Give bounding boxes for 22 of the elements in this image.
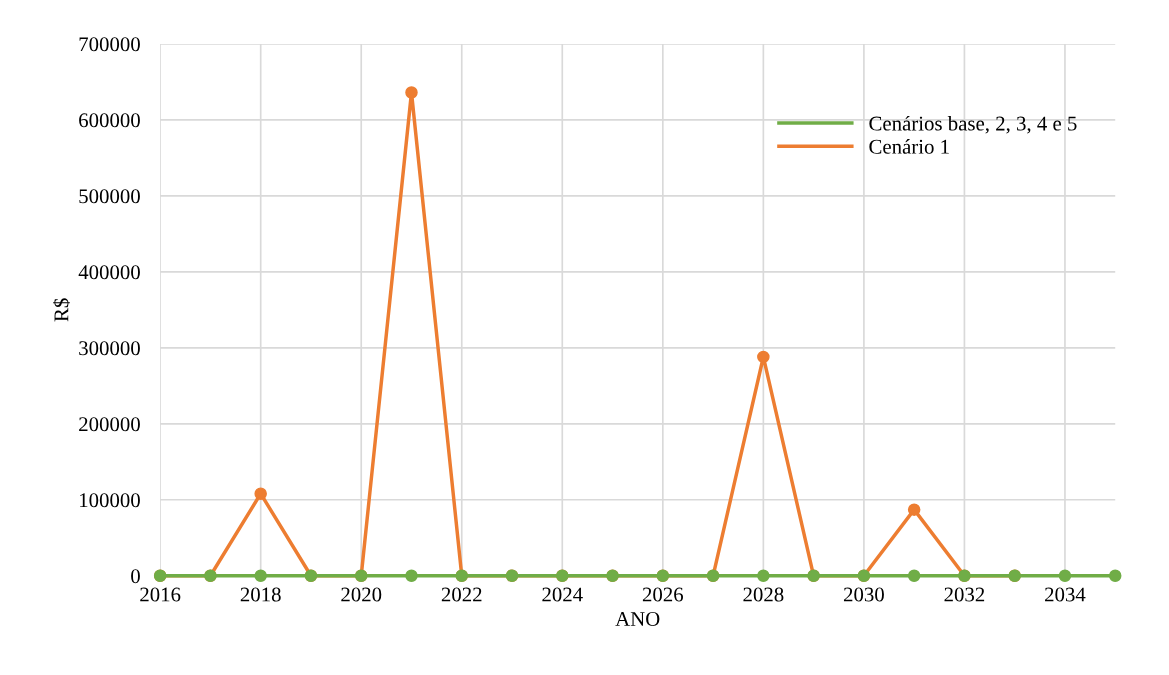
x-axis-title: ANO [615, 612, 660, 626]
x-tick-label: 2026 [642, 587, 684, 602]
x-tick-label: 2030 [843, 587, 884, 602]
y-tick-label: 600000 [79, 113, 140, 128]
y-tick-label: 400000 [78, 265, 140, 280]
y-tick-label: 200000 [79, 417, 140, 432]
x-tick-label: 2024 [542, 587, 583, 602]
y-tick-label: 0 [131, 569, 140, 584]
x-tick-label: 2018 [240, 587, 281, 602]
x-tick-label: 2022 [441, 587, 482, 602]
x-tick-label: 2020 [341, 587, 382, 602]
x-tick-label: 2034 [1045, 587, 1086, 602]
y-tick-label: 100000 [80, 493, 140, 508]
x-tick-label: 2028 [743, 587, 784, 602]
y-tick-label: 300000 [79, 341, 140, 356]
legend-label: Cenários base, 2, 3, 4 e 5 [869, 115, 1077, 134]
y-tick-label: 700000 [79, 37, 140, 52]
x-tick-label: 2016 [140, 587, 181, 602]
y-tick-label: 500000 [79, 189, 140, 204]
y-axis-title: R$ [53, 298, 70, 322]
legend-label: Cenário 1 [869, 139, 949, 154]
x-tick-label: 2032 [944, 587, 985, 602]
